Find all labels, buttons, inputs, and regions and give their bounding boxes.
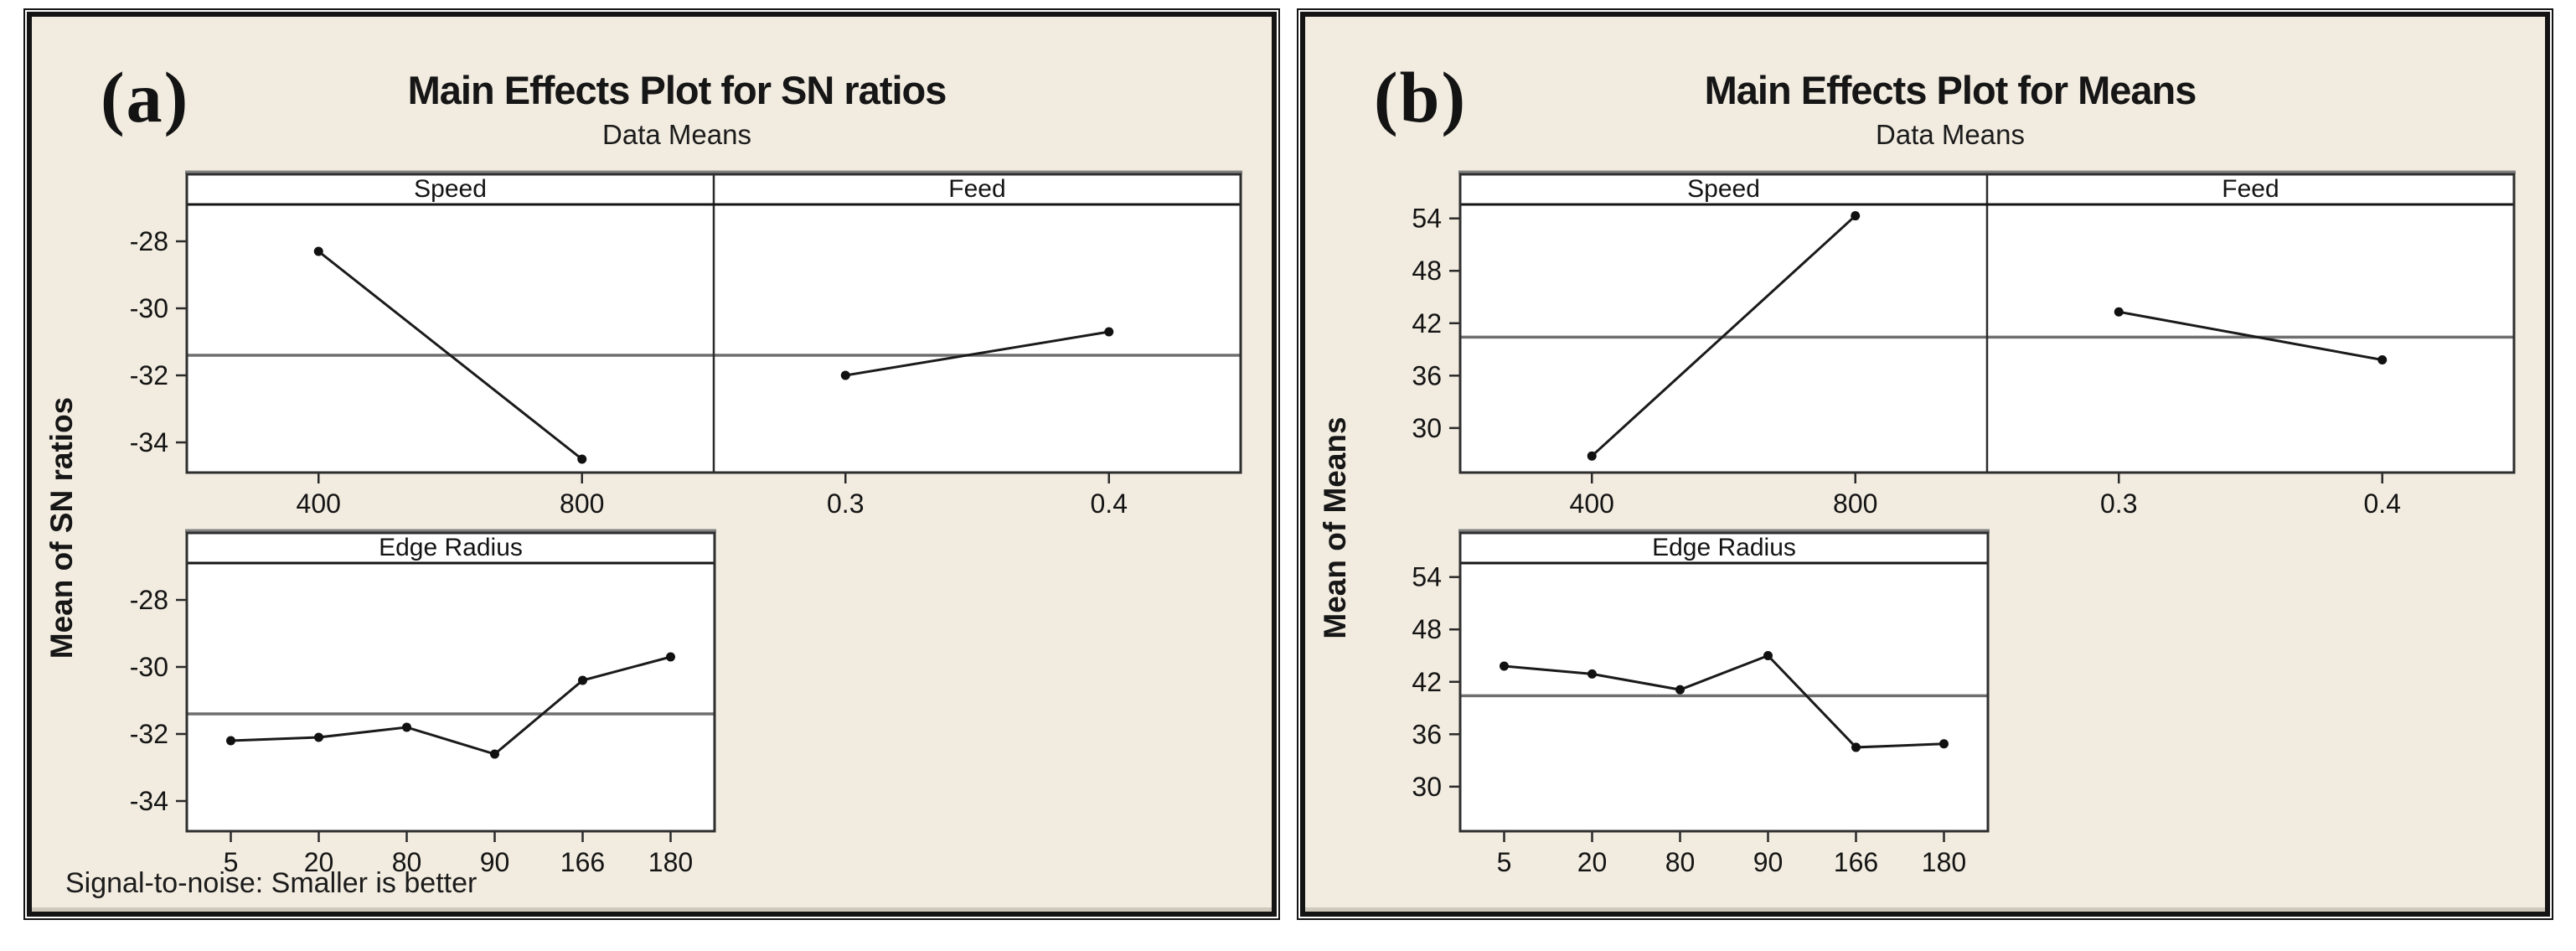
y-tick-label: 30 [1412,772,1442,802]
y-tick-label: 48 [1412,256,1442,286]
chart-subtitle: Data Means [602,119,751,150]
series-line [1504,654,1944,749]
data-point-marker [1939,739,1949,749]
figure-b-panel: (b) Main Effects Plot for Means Data Mea… [1297,8,2553,920]
data-point-marker [1851,211,1861,221]
data-point-marker [2377,355,2388,365]
y-tick-label: -34 [130,786,168,816]
series-line [230,655,671,756]
data-point-marker [840,370,850,380]
y-tick-label: 48 [1412,614,1442,644]
panel-region-row0: Speed 400 800 Feed 0.3 0.4 54 48 42 36 30 [1412,170,2516,519]
y-tick-label: -30 [130,652,168,682]
plot-background [1460,533,1988,831]
plot-border [185,531,716,833]
panel-factor-label: Feed [2222,175,2279,203]
series-line [845,330,1109,377]
x-tick-label: 166 [1834,847,1878,877]
data-point-marker [2114,307,2124,317]
x-tick-label: 0.3 [827,488,864,519]
x-tick-label: 5 [224,847,239,877]
plot-background [187,533,715,831]
y-tick-label: -34 [130,427,168,457]
x-tick-label: 800 [560,488,604,519]
data-point-marker [666,652,675,662]
data-point-marker [1851,742,1861,752]
signal-to-noise-footnote: Signal-to-noise: Smaller is better [65,867,478,899]
y-tick-label: 54 [1412,204,1442,234]
x-tick-label: 400 [297,488,341,519]
x-tick-label: 90 [1753,847,1784,877]
x-tick-label: 80 [1665,847,1696,877]
y-tick-label: -32 [130,719,168,749]
x-tick-label: 20 [1577,847,1608,877]
x-tick-label: 0.4 [2364,488,2401,519]
x-tick-label: 80 [392,847,422,877]
y-tick-label: -30 [130,293,168,323]
plot-border [1458,173,2516,474]
x-tick-label: 0.4 [1091,488,1128,519]
data-point-marker [577,454,587,464]
x-tick-label: 90 [480,847,510,877]
data-point-marker [1587,669,1597,679]
y-tick-label: 36 [1412,360,1442,390]
x-tick-label: 180 [648,847,693,877]
chart-title: Main Effects Plot for SN ratios [407,68,947,112]
y-tick-label: 36 [1412,719,1442,749]
x-tick-label: 800 [1833,488,1877,519]
panel-region-row1: Edge Radius 5 20 80 90 166 180 -28 -30 -32 -34 [130,529,716,877]
x-tick-label: 180 [1922,847,1966,877]
data-point-marker [313,246,323,256]
figure-b-label: (b) [1374,57,1468,137]
panel-factor-label: Edge Radius [379,534,523,561]
panel-region-row1: Edge Radius 5 20 80 90 166 180 54 48 42 36 30 [1412,529,1990,877]
data-point-marker [1500,661,1509,671]
y-tick-label: -32 [130,360,168,390]
y-tick-label: 42 [1412,667,1442,697]
chart-title: Main Effects Plot for Means [1704,68,2197,112]
series-line [2118,310,2383,362]
data-point-marker [1763,650,1773,660]
data-point-marker [578,675,587,685]
x-tick-label: 20 [304,847,334,877]
panel-factor-label: Speed [1687,175,1760,203]
panel-factor-label: Feed [948,175,1005,203]
x-tick-label: 166 [560,847,605,877]
series-line [1591,214,1856,457]
x-tick-label: 0.3 [2100,488,2137,519]
chart-subtitle: Data Means [1876,119,2025,150]
panel-factor-label: Speed [414,175,487,203]
series-line [317,250,583,461]
data-point-marker [1587,451,1597,461]
data-point-marker [1104,327,1114,337]
plot-border [1458,531,1990,833]
data-point-marker [226,736,235,746]
panel-factor-label: Edge Radius [1652,534,1796,561]
x-tick-label: 5 [1497,847,1512,877]
figure-a-label: (a) [101,57,190,137]
x-tick-label: 400 [1570,488,1614,519]
data-point-marker [490,749,499,759]
plot-border [185,173,1242,474]
y-tick-label: -28 [130,585,168,615]
data-point-marker [402,722,411,732]
panel-region-row0: Speed 400 800 Feed 0.3 0.4 -28 -30 -32 -34 [130,170,1242,519]
figure-a-panel: (a) Main Effects Plot for SN ratios Data… [23,8,1280,920]
y-tick-label: 42 [1412,308,1442,339]
y-tick-label: 30 [1412,413,1442,443]
y-tick-label: -28 [130,226,168,256]
data-point-marker [1675,685,1685,695]
data-point-marker [314,732,323,742]
y-tick-label: 54 [1412,562,1442,592]
